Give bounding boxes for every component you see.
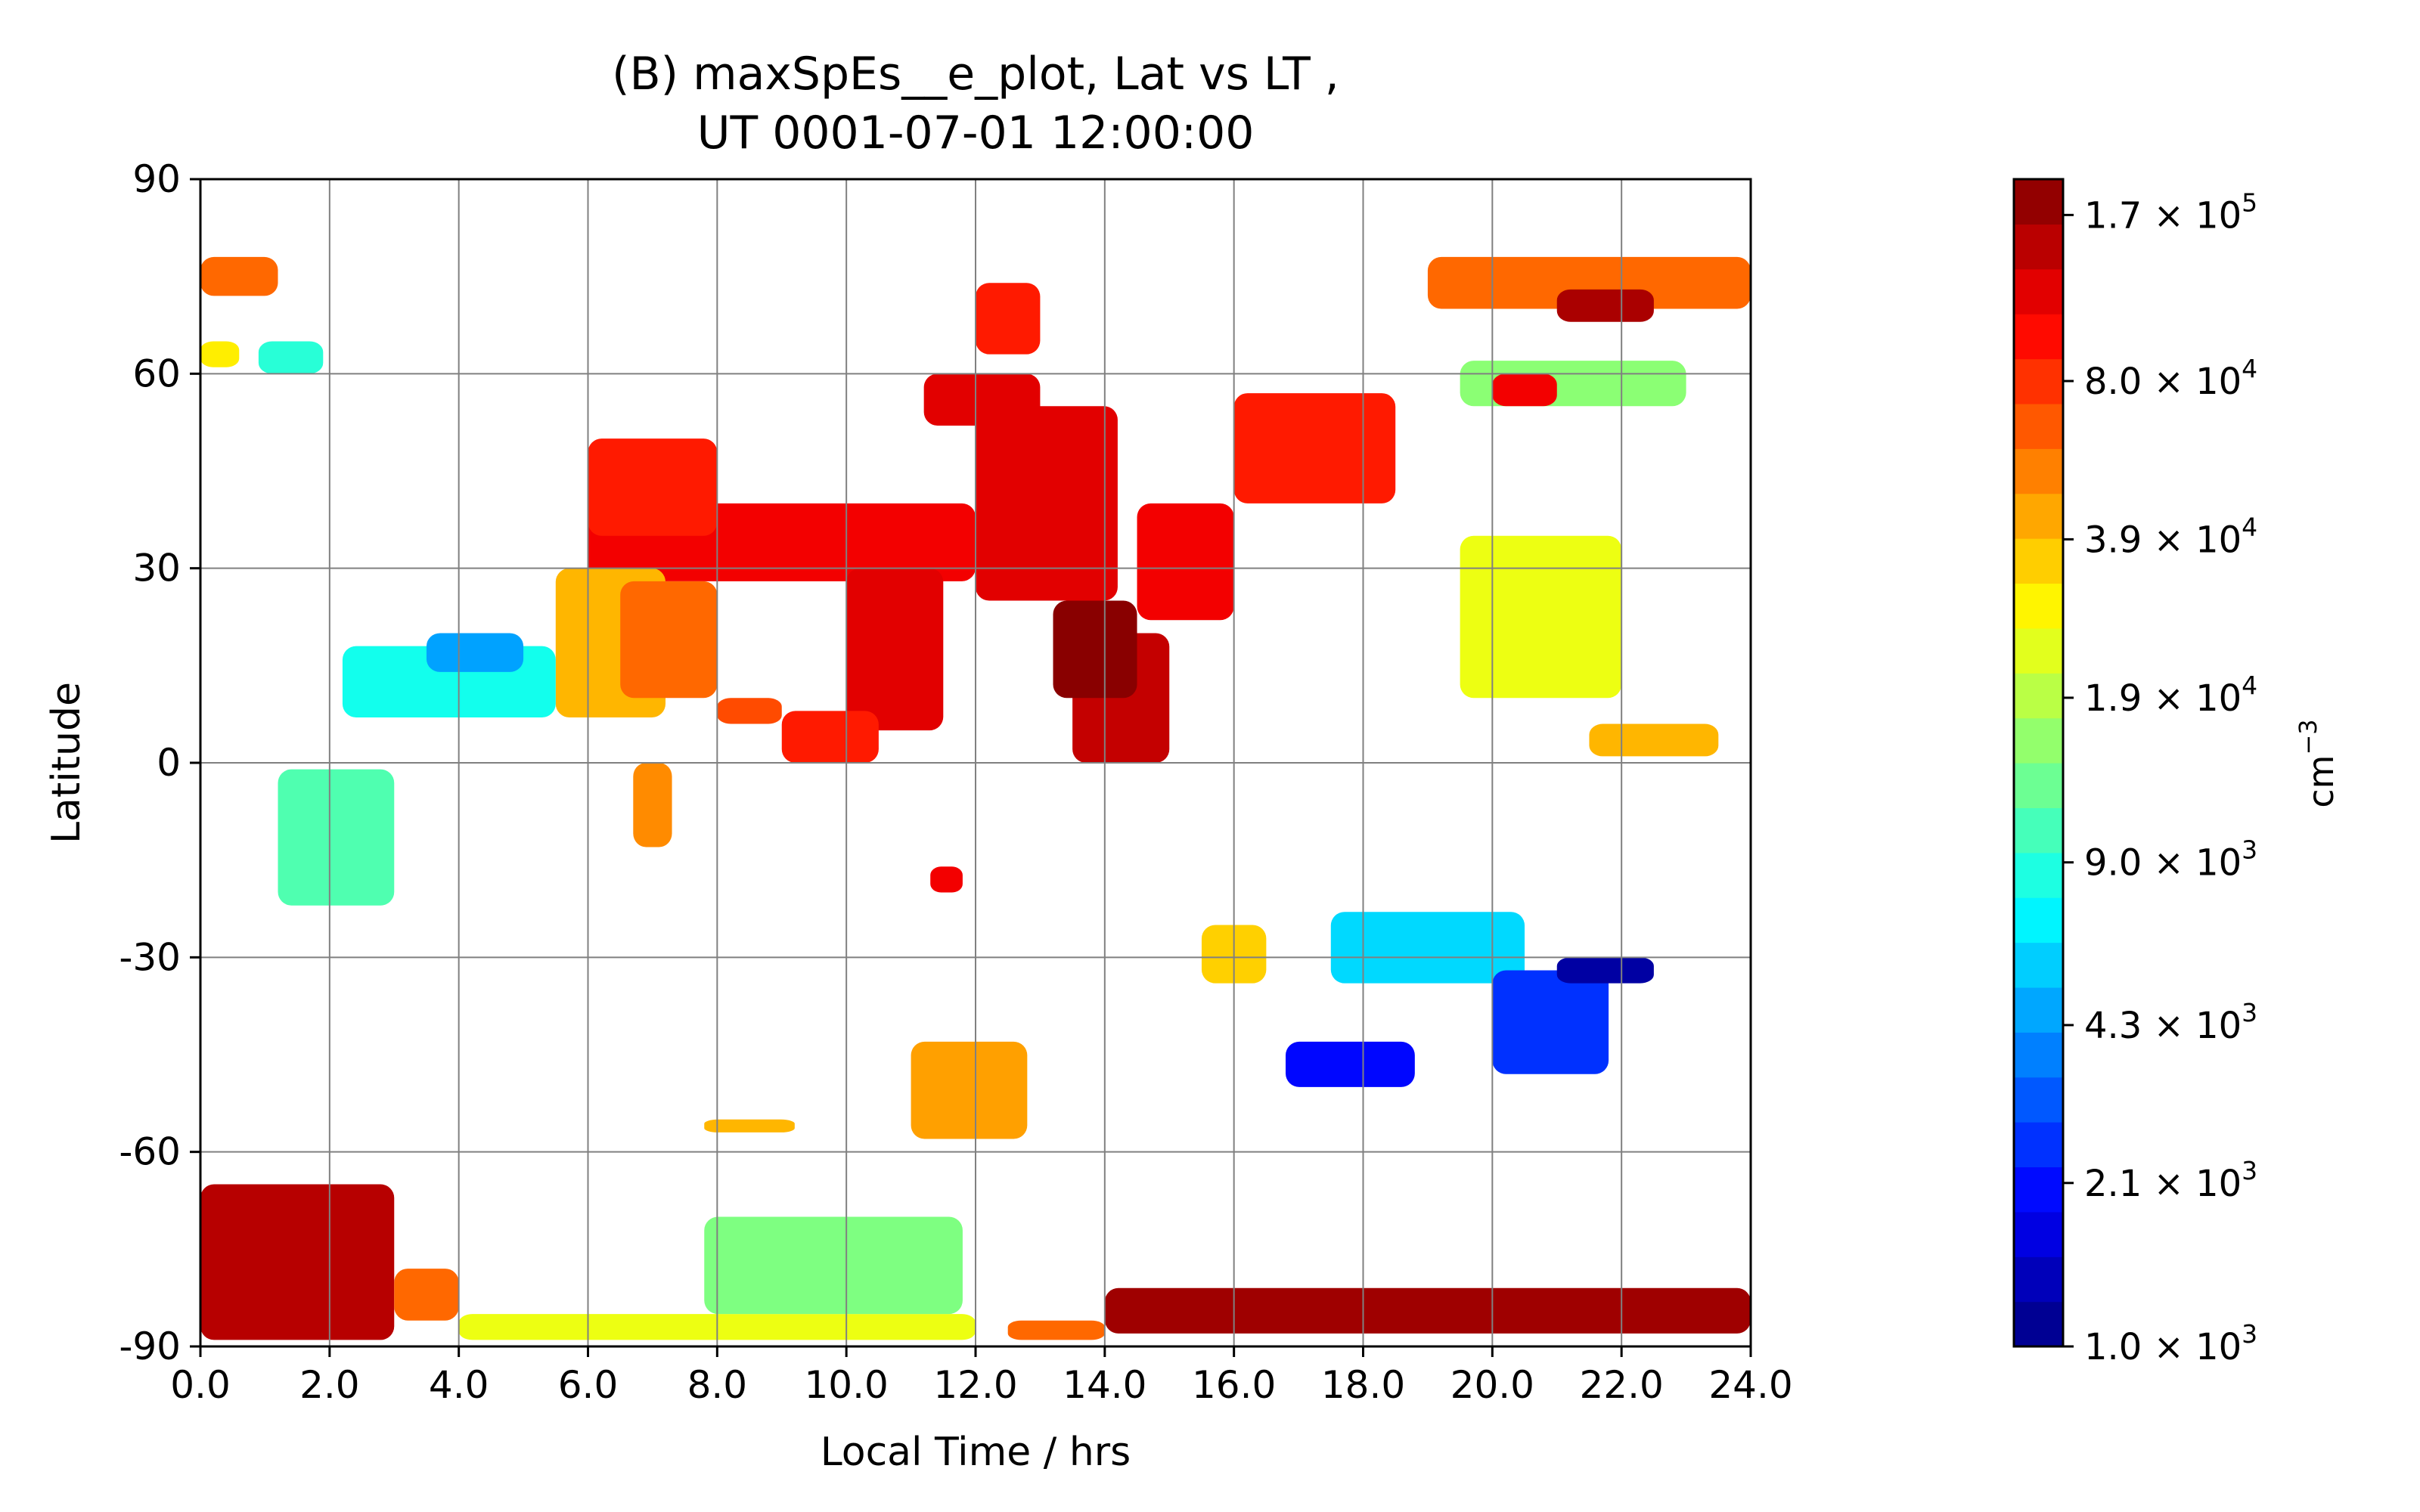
colorbar bbox=[2014, 179, 2063, 1347]
heatmap-cell bbox=[1492, 373, 1557, 407]
colorbar-band bbox=[2014, 627, 2063, 674]
heatmap-cell bbox=[200, 256, 278, 296]
colorbar-band bbox=[2014, 179, 2063, 225]
heatmap-cell bbox=[1286, 1041, 1415, 1087]
heatmap-cell bbox=[704, 1119, 795, 1132]
heatmap-cell bbox=[781, 711, 879, 763]
heatmap-cell bbox=[1007, 1320, 1105, 1340]
colorbar-tick-label: 8.0 × 104 bbox=[2084, 354, 2257, 403]
heatmap-cell bbox=[717, 698, 782, 724]
colorbar-tick-label: 2.1 × 103 bbox=[2084, 1156, 2257, 1205]
colorbar-band bbox=[2014, 448, 2063, 494]
heatmap-cell bbox=[1556, 957, 1654, 984]
heatmap-cell bbox=[278, 769, 395, 906]
colorbar-tick-label: 1.7 × 105 bbox=[2084, 187, 2257, 237]
heatmap-cell bbox=[426, 633, 524, 672]
x-axis-ticks: 0.0 2.0 4.0 6.0 8.0 10.0 12.0 14.0 16.0 18.0 20.0 2… bbox=[170, 1346, 1793, 1407]
y-tick-label: 60 bbox=[132, 352, 181, 395]
y-tick-label: -60 bbox=[119, 1130, 181, 1174]
colorbar-band bbox=[2014, 403, 2063, 449]
heatmap-cell bbox=[200, 341, 240, 367]
colorbar-tick-label: 1.9 × 104 bbox=[2084, 671, 2257, 720]
heatmap-cell bbox=[1233, 393, 1396, 503]
colorbar-band bbox=[2014, 897, 2063, 943]
heatmap-cell bbox=[923, 373, 1041, 426]
colorbar-band bbox=[2014, 1122, 2063, 1168]
y-axis-ticks: 90 60 30 0 -30 -60 -90 bbox=[119, 157, 200, 1368]
x-tick-label: 2.0 bbox=[299, 1363, 360, 1407]
colorbar-tick-label: 4.3 × 103 bbox=[2084, 998, 2257, 1047]
x-tick-label: 14.0 bbox=[1063, 1363, 1146, 1407]
colorbar-band bbox=[2014, 1211, 2063, 1257]
x-tick-label: 10.0 bbox=[805, 1363, 889, 1407]
y-tick-label: 90 bbox=[132, 157, 181, 201]
heatmap-cell bbox=[394, 1269, 459, 1321]
heatmap-cell bbox=[1492, 970, 1609, 1074]
heatmap-cell bbox=[704, 1216, 963, 1315]
heatmap-cell bbox=[258, 341, 324, 374]
heatmap-cell bbox=[200, 1184, 395, 1340]
x-tick-label: 8.0 bbox=[687, 1363, 748, 1407]
colorbar-band bbox=[2014, 763, 2063, 808]
heatmap-cell bbox=[633, 763, 672, 847]
x-tick-label: 0.0 bbox=[170, 1363, 231, 1407]
colorbar-band bbox=[2014, 1032, 2063, 1078]
heatmap-cell bbox=[1330, 912, 1525, 984]
heatmap-cell bbox=[976, 283, 1041, 355]
heatmap-cell bbox=[1589, 723, 1719, 757]
colorbar-band bbox=[2014, 493, 2063, 539]
colorbar-band bbox=[2014, 224, 2063, 270]
colorbar-band bbox=[2014, 538, 2063, 584]
colorbar-band bbox=[2014, 852, 2063, 898]
colorbar-band bbox=[2014, 807, 2063, 854]
heatmap-cell bbox=[976, 406, 1118, 601]
heatmap-cell bbox=[1460, 535, 1622, 699]
x-tick-label: 24.0 bbox=[1708, 1363, 1792, 1407]
chart-title-line2: UT 0001-07-01 12:00:00 bbox=[697, 107, 1255, 160]
colorbar-band bbox=[2014, 1301, 2063, 1347]
y-tick-label: 30 bbox=[132, 547, 181, 590]
heatmap-cell bbox=[620, 581, 718, 699]
heatmap-cell bbox=[1053, 600, 1137, 699]
chart-title-line1: (B) maxSpEs__e_plot, Lat vs LT , bbox=[612, 48, 1339, 101]
y-axis-label: Latitude bbox=[44, 682, 89, 844]
x-tick-label: 20.0 bbox=[1450, 1363, 1534, 1407]
colorbar-band bbox=[2014, 583, 2063, 629]
colorbar-ticks: 1.7 × 105 8.0 × 104 3.9 × 104 1.9 × 104 9.0 … bbox=[2063, 187, 2257, 1368]
x-tick-label: 22.0 bbox=[1580, 1363, 1664, 1407]
colorbar-label: cm−3 bbox=[2294, 719, 2341, 807]
heatmap-cell bbox=[1137, 503, 1234, 621]
colorbar-band bbox=[2014, 268, 2063, 314]
colorbar-band bbox=[2014, 673, 2063, 719]
y-tick-label: 0 bbox=[157, 741, 181, 785]
heatmap-cell bbox=[1104, 1287, 1751, 1334]
y-tick-label: -90 bbox=[119, 1325, 181, 1368]
heatmap-cell bbox=[1556, 289, 1654, 322]
heatmap-cell bbox=[1427, 256, 1751, 309]
x-tick-label: 16.0 bbox=[1192, 1363, 1276, 1407]
x-tick-label: 12.0 bbox=[933, 1363, 1017, 1407]
colorbar-frame bbox=[2012, 178, 2065, 1348]
x-axis-label: Local Time / hrs bbox=[821, 1430, 1131, 1475]
colorbar-tick-label: 1.0 × 103 bbox=[2084, 1319, 2257, 1368]
colorbar-band bbox=[2014, 717, 2063, 764]
colorbar-tick-label: 9.0 × 103 bbox=[2084, 835, 2257, 885]
colorbar-band bbox=[2014, 942, 2063, 988]
x-tick-label: 18.0 bbox=[1321, 1363, 1405, 1407]
heatmap-cell bbox=[911, 1041, 1028, 1139]
y-tick-label: -30 bbox=[119, 935, 181, 979]
heatmap-cell bbox=[588, 438, 718, 536]
x-tick-label: 4.0 bbox=[429, 1363, 489, 1407]
heatmap-cell bbox=[930, 866, 963, 893]
colorbar-tick-label: 3.9 × 104 bbox=[2084, 512, 2257, 561]
colorbar-band bbox=[2014, 358, 2063, 404]
colorbar-band bbox=[2014, 314, 2063, 360]
colorbar-band bbox=[2014, 1077, 2063, 1123]
colorbar-band bbox=[2014, 1167, 2063, 1213]
colorbar-band bbox=[2014, 987, 2063, 1033]
colorbar-band bbox=[2014, 1256, 2063, 1303]
heatmap-cell bbox=[846, 568, 944, 731]
x-tick-label: 6.0 bbox=[558, 1363, 619, 1407]
